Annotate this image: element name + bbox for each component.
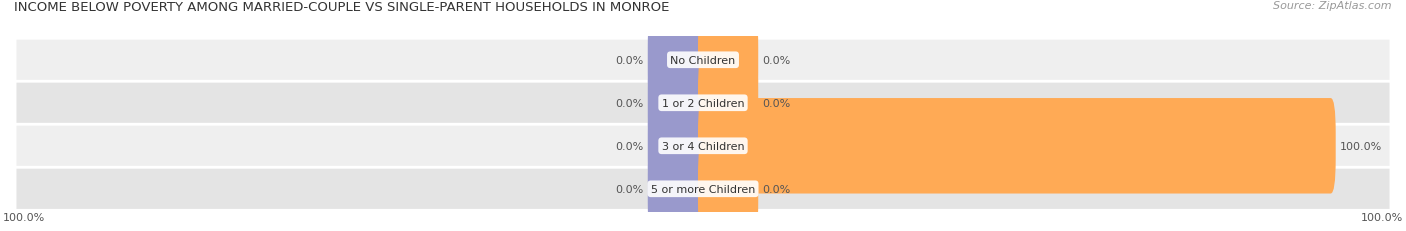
FancyBboxPatch shape <box>15 39 1391 82</box>
Text: 0.0%: 0.0% <box>614 184 644 194</box>
Text: 0.0%: 0.0% <box>614 55 644 66</box>
Text: 1 or 2 Children: 1 or 2 Children <box>662 98 744 108</box>
FancyBboxPatch shape <box>15 82 1391 125</box>
FancyBboxPatch shape <box>648 141 709 231</box>
FancyBboxPatch shape <box>648 56 709 151</box>
Text: INCOME BELOW POVERTY AMONG MARRIED-COUPLE VS SINGLE-PARENT HOUSEHOLDS IN MONROE: INCOME BELOW POVERTY AMONG MARRIED-COUPL… <box>14 1 669 14</box>
Text: No Children: No Children <box>671 55 735 66</box>
Text: 0.0%: 0.0% <box>614 141 644 151</box>
FancyBboxPatch shape <box>648 99 709 194</box>
FancyBboxPatch shape <box>697 13 758 108</box>
FancyBboxPatch shape <box>648 13 709 108</box>
FancyBboxPatch shape <box>15 125 1391 167</box>
Text: 0.0%: 0.0% <box>762 55 792 66</box>
Text: 0.0%: 0.0% <box>762 98 792 108</box>
Text: 3 or 4 Children: 3 or 4 Children <box>662 141 744 151</box>
Text: 100.0%: 100.0% <box>3 213 45 222</box>
Text: 100.0%: 100.0% <box>1361 213 1403 222</box>
FancyBboxPatch shape <box>697 99 1336 194</box>
Text: 5 or more Children: 5 or more Children <box>651 184 755 194</box>
Text: 100.0%: 100.0% <box>1340 141 1382 151</box>
Text: 0.0%: 0.0% <box>614 98 644 108</box>
Text: 0.0%: 0.0% <box>762 184 792 194</box>
Text: Source: ZipAtlas.com: Source: ZipAtlas.com <box>1274 1 1392 11</box>
FancyBboxPatch shape <box>697 56 758 151</box>
FancyBboxPatch shape <box>697 141 758 231</box>
FancyBboxPatch shape <box>15 167 1391 210</box>
